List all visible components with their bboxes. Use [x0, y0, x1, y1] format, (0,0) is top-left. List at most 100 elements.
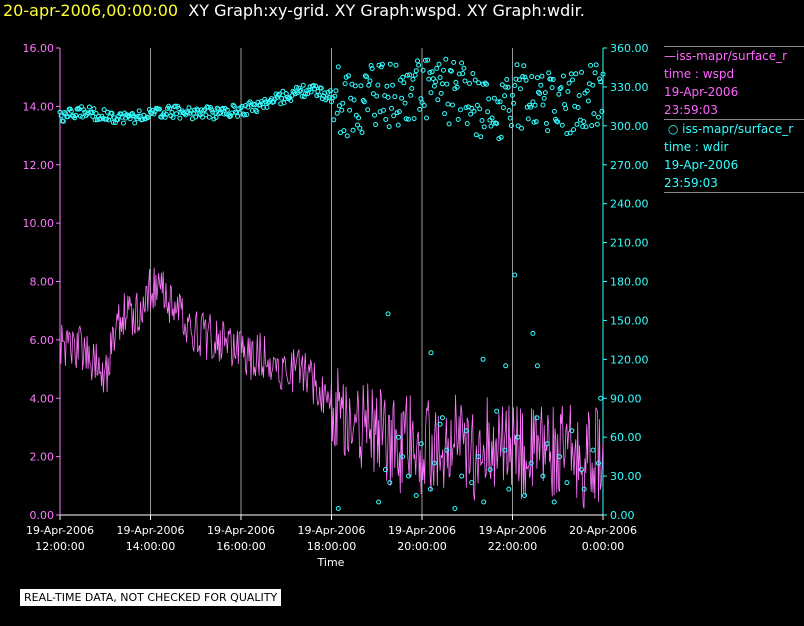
y-left-tick-label: 12.00: [23, 159, 55, 172]
y-right-tick-label: 60.00: [610, 431, 642, 444]
wdir-point: [90, 113, 96, 119]
wdir-point: [134, 116, 140, 122]
wdir-point: [127, 116, 133, 122]
wdir-point: [534, 363, 540, 369]
wdir-point: [357, 125, 363, 131]
wdir-point: [120, 120, 126, 126]
wdir-point: [458, 107, 463, 113]
wdir-point: [262, 96, 268, 102]
wdir-point: [469, 480, 475, 486]
wdir-point: [481, 499, 487, 505]
wdir-point: [240, 111, 246, 117]
wdir-point: [385, 94, 391, 100]
wdir-point: [217, 111, 222, 117]
legend-wspd-clock: 23:59:03: [664, 103, 718, 117]
wdir-point: [335, 64, 341, 70]
wdir-point: [481, 124, 487, 130]
y-left-tick-label: 0.00: [30, 509, 55, 522]
wdir-point: [448, 68, 454, 74]
wdir-point: [510, 92, 515, 98]
y-left-tick-label: 2.00: [30, 451, 55, 464]
wdir-point: [591, 111, 597, 117]
legend-wspd-date: 19-Apr-2006: [664, 85, 739, 99]
x-tick-time: 14:00:00: [126, 540, 175, 553]
wdir-point: [210, 109, 216, 115]
wdir-point: [358, 83, 364, 89]
wdir-point: [521, 63, 527, 69]
wdir-point: [402, 100, 408, 106]
y-left-tick-label: 6.00: [30, 334, 55, 347]
wdir-point: [281, 100, 287, 106]
y-right-tick-label: 330.00: [610, 81, 649, 94]
x-tick-time: 22:00:00: [488, 540, 537, 553]
wdir-point: [506, 108, 512, 113]
wdir-point: [562, 102, 567, 107]
wdir-point: [279, 95, 285, 101]
wdir-point: [145, 115, 151, 120]
wdir-point: [177, 115, 183, 121]
wdir-point: [450, 102, 455, 108]
wdir-point: [427, 70, 433, 75]
wdir-point: [333, 88, 339, 94]
wdir-point: [479, 118, 485, 123]
wdir-point: [163, 111, 169, 117]
wdir-point: [393, 62, 399, 68]
wdir-point: [551, 499, 557, 505]
wdir-point: [241, 112, 247, 118]
wdir-point: [170, 115, 176, 120]
wdir-point: [326, 94, 332, 100]
wdir-point: [523, 77, 529, 83]
x-tick-date: 19-Apr-2006: [116, 524, 184, 537]
wdir-point: [72, 115, 78, 121]
wdir-point: [557, 454, 563, 460]
wdir-point: [528, 104, 534, 110]
wdir-point: [249, 108, 255, 113]
wdir-point: [235, 113, 241, 119]
wdir-point: [598, 79, 604, 85]
wdir-point: [408, 92, 414, 98]
wdir-point: [511, 100, 517, 106]
wdir-point: [110, 119, 116, 125]
wdir-point: [543, 120, 549, 126]
wdir-point: [62, 110, 67, 115]
wdir-point: [522, 493, 527, 498]
wdir-point: [300, 82, 306, 88]
wdir-point: [588, 62, 594, 68]
wdir-point: [444, 81, 450, 87]
wdir-point: [502, 447, 508, 453]
wdir-point: [366, 82, 372, 88]
y-right-tick-label: 240.00: [610, 198, 649, 211]
wdir-point: [203, 112, 209, 118]
wdir-point: [411, 116, 417, 122]
wdir-point: [443, 56, 449, 62]
wdir-point: [373, 122, 379, 127]
legend-divider: [664, 46, 804, 47]
wdir-point: [532, 102, 538, 108]
tick-labels: 19-Apr-2006 12:00:00 19-Apr-2006 14:00:00 19…: [23, 42, 649, 553]
wdir-point: [568, 71, 574, 77]
wdir-point: [422, 57, 428, 63]
wdir-point: [462, 78, 468, 84]
wdir-point: [539, 73, 545, 79]
x-tick-time: 16:00:00: [216, 540, 265, 553]
wdir-point: [413, 68, 419, 74]
wdir-point: [352, 83, 358, 89]
wdir-point: [502, 93, 508, 99]
wdir-point: [351, 97, 357, 103]
wdir-point: [453, 79, 459, 85]
wdir-point: [73, 112, 79, 118]
wdir-point: [576, 93, 582, 98]
wdir-point: [584, 88, 590, 94]
wdir-point: [135, 113, 141, 119]
legend-wdir-name: ○ iss-mapr/surface_r: [664, 122, 794, 136]
wdir-point: [421, 103, 427, 108]
wdir-point: [438, 90, 444, 96]
wdir-point: [413, 493, 419, 498]
wdir-point: [370, 91, 376, 97]
wdir-point: [504, 77, 510, 82]
wdir-point: [419, 100, 425, 105]
wdir-point: [446, 121, 452, 127]
wdir-point: [520, 74, 526, 79]
wdir-point: [405, 116, 411, 122]
wdir-point: [426, 76, 432, 82]
